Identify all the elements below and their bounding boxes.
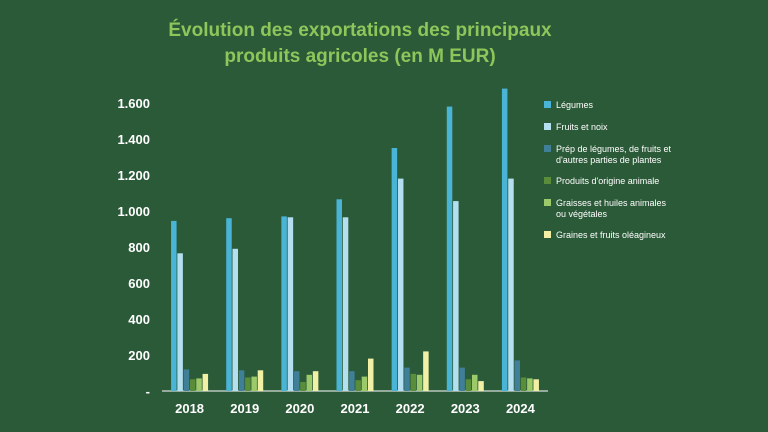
legend-label: ou végétales — [556, 209, 608, 219]
bar — [245, 377, 251, 391]
bar — [232, 248, 239, 391]
legend-swatch — [544, 231, 551, 238]
bar — [287, 217, 294, 391]
x-tick-label: 2022 — [396, 401, 425, 416]
legend-label: Graisses et huiles animales — [556, 198, 667, 208]
legend-label: Graines et fruits oléagineux — [556, 230, 666, 240]
legend-swatch — [544, 145, 551, 152]
bar — [171, 220, 177, 391]
y-tick-label: 400 — [128, 312, 150, 327]
bar — [520, 377, 527, 391]
y-tick-label: 1.600 — [117, 96, 150, 111]
y-tick-label: 200 — [128, 348, 150, 363]
y-tick-label: 800 — [128, 240, 150, 255]
bar — [514, 360, 521, 391]
bar — [251, 376, 257, 391]
chart-title-line-2: produits agricoles (en M EUR) — [224, 46, 496, 67]
bar — [459, 367, 465, 391]
legend-label: Fruits et noix — [556, 122, 608, 132]
bar — [257, 370, 264, 391]
bar — [397, 178, 404, 391]
x-tick-label: 2018 — [175, 401, 204, 416]
bar — [183, 369, 190, 391]
y-tick-label: 1.400 — [117, 132, 150, 147]
bar — [306, 374, 313, 391]
legend-label: Produits d'origine animale — [556, 176, 659, 186]
bar — [446, 106, 453, 391]
bar — [293, 371, 300, 391]
legend-label: Légumes — [556, 100, 594, 110]
bar — [336, 199, 342, 391]
bar — [410, 373, 417, 391]
legend-label: d'autres parties de plantes — [556, 155, 662, 165]
bar — [196, 378, 202, 391]
bar — [453, 201, 459, 391]
bar — [478, 381, 484, 391]
bar — [312, 371, 319, 391]
bar — [416, 374, 423, 391]
x-tick-label: 2019 — [230, 401, 259, 416]
bar — [349, 371, 355, 391]
bar — [202, 373, 209, 391]
bar — [226, 218, 232, 391]
x-tick-label: 2024 — [506, 401, 536, 416]
legend-label: Prép de légumes, de fruits et — [556, 144, 672, 154]
bar — [355, 380, 361, 391]
bar — [404, 367, 410, 391]
bar — [300, 382, 306, 391]
y-tick-label: 1.000 — [117, 204, 150, 219]
bar — [342, 217, 349, 391]
y-tick-label: 1.200 — [117, 168, 150, 183]
bar — [391, 148, 398, 391]
bar — [189, 379, 196, 391]
bar — [533, 379, 539, 391]
bar — [281, 216, 287, 391]
bar — [471, 374, 478, 391]
bar — [501, 88, 508, 391]
bar — [465, 379, 472, 391]
bar — [527, 378, 533, 391]
legend-swatch — [544, 199, 551, 206]
bar — [361, 376, 368, 391]
x-tick-label: 2023 — [451, 401, 480, 416]
legend-swatch — [544, 123, 551, 130]
bar — [177, 253, 183, 391]
chart-title-line-1: Évolution des exportations des principau… — [168, 20, 552, 41]
bar — [368, 358, 374, 391]
legend-swatch — [544, 177, 551, 184]
legend-swatch — [544, 101, 551, 108]
bar — [423, 351, 429, 391]
y-tick-label: - — [146, 384, 150, 399]
x-tick-label: 2021 — [341, 401, 370, 416]
y-tick-label: 600 — [128, 276, 150, 291]
x-tick-label: 2020 — [285, 401, 314, 416]
bar — [238, 370, 245, 391]
chart-title: Évolution des exportations des principau… — [110, 18, 610, 70]
bar — [508, 178, 514, 391]
